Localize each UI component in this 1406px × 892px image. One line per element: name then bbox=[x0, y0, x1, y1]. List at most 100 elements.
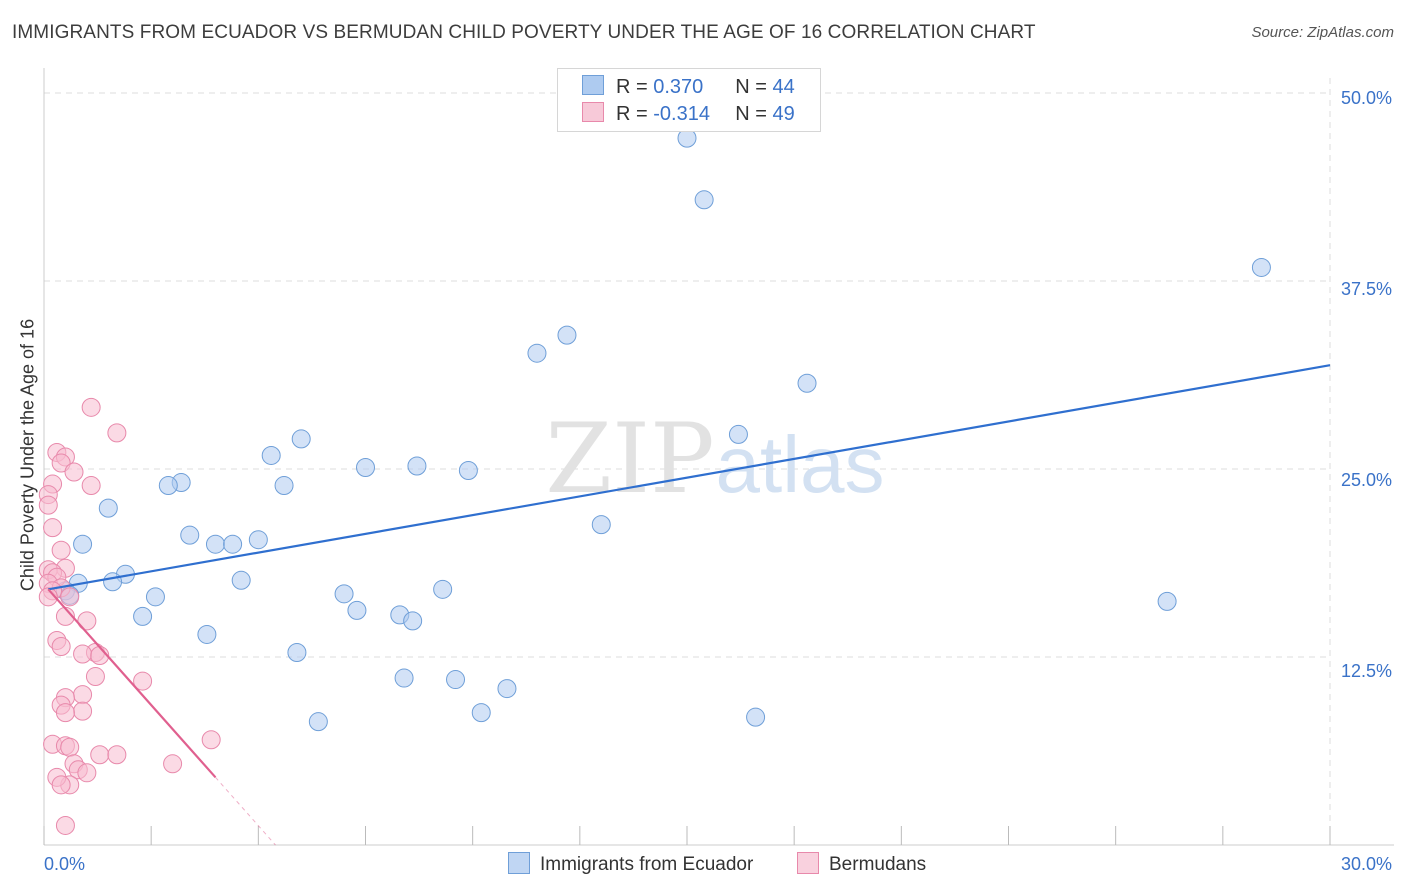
ecuador-point bbox=[133, 606, 153, 626]
y-tick-label-37-5: 37.5% bbox=[1341, 279, 1392, 299]
bermudan-point bbox=[38, 495, 58, 515]
bermudan-point bbox=[64, 462, 84, 482]
bermudan-point bbox=[38, 587, 58, 607]
watermark: ZIP atlas bbox=[545, 403, 884, 515]
bermudan-point bbox=[51, 636, 71, 656]
ecuador-point bbox=[180, 525, 200, 545]
legend-item-bermudans[interactable]: Bermudans bbox=[797, 852, 926, 876]
ecuador-point bbox=[205, 534, 225, 554]
ecuador-point bbox=[197, 624, 217, 644]
correlation-legend: R = 0.370 N = 44 R = -0.314 N = 49 bbox=[557, 68, 821, 132]
ecuador-point bbox=[1157, 591, 1177, 611]
bermudan-point bbox=[51, 775, 71, 795]
legend-row-bermudans: R = -0.314 N = 49 bbox=[582, 102, 795, 126]
bermudan-point bbox=[43, 518, 63, 538]
bermudan-point bbox=[51, 540, 71, 560]
ecuador-trend-line bbox=[48, 364, 1331, 591]
bermudan-point bbox=[163, 754, 183, 774]
bermudan-point bbox=[90, 745, 110, 765]
grid-layer bbox=[44, 78, 1331, 845]
ecuador-point bbox=[403, 611, 423, 631]
ecuador-point bbox=[261, 445, 281, 465]
bermudan-point bbox=[55, 703, 75, 723]
bermudan-point bbox=[133, 671, 153, 691]
n-label: N = bbox=[735, 103, 773, 125]
chart-title: IMMIGRANTS FROM ECUADOR VS BERMUDAN CHIL… bbox=[12, 22, 1036, 43]
legend-label-bermudans: Bermudans bbox=[829, 854, 927, 875]
r-value: -0.314 bbox=[653, 103, 710, 125]
ecuador-point bbox=[223, 534, 243, 554]
x-tick-label-min: 0.0% bbox=[44, 854, 85, 874]
bermudan-trend-extension bbox=[215, 776, 276, 846]
legend-item-ecuador[interactable]: Immigrants from Ecuador bbox=[508, 852, 753, 876]
bermudan-point bbox=[107, 423, 127, 443]
bermudan-point bbox=[73, 701, 93, 721]
trend-layer bbox=[47, 364, 1331, 846]
legend-row-ecuador: R = 0.370 N = 44 bbox=[582, 75, 795, 99]
ecuador-point bbox=[591, 515, 611, 535]
ecuador-point bbox=[103, 572, 123, 592]
y-tick-label-25: 25.0% bbox=[1341, 470, 1392, 490]
ecuador-point bbox=[746, 707, 766, 727]
bermudan-point bbox=[77, 763, 97, 783]
r-label: R = bbox=[616, 76, 654, 98]
points-layer bbox=[38, 128, 1271, 835]
ecuador-point bbox=[158, 476, 178, 496]
legend-label-ecuador: Immigrants from Ecuador bbox=[540, 854, 754, 875]
tick-labels: 0.0% 30.0% 12.5% 25.0% 37.5% 50.0% bbox=[44, 88, 1392, 874]
r-value: 0.370 bbox=[653, 76, 704, 98]
ecuador-point bbox=[73, 534, 93, 554]
ecuador-point bbox=[433, 579, 453, 599]
x-tick-label-max: 30.0% bbox=[1341, 854, 1392, 874]
legend-swatch-pink bbox=[797, 852, 819, 874]
bermudan-point bbox=[81, 476, 101, 496]
bermudan-point bbox=[73, 644, 93, 664]
y-tick-label-12-5: 12.5% bbox=[1341, 661, 1392, 681]
ecuador-point bbox=[394, 668, 414, 688]
ecuador-point bbox=[308, 712, 328, 732]
bermudan-point bbox=[73, 685, 93, 705]
legend-swatch-blue bbox=[508, 852, 530, 874]
ecuador-point bbox=[356, 457, 375, 477]
bermudan-point bbox=[77, 611, 97, 631]
y-tick-label-50: 50.0% bbox=[1341, 88, 1392, 108]
ecuador-point bbox=[728, 424, 748, 444]
ecuador-point bbox=[248, 530, 268, 550]
legend-swatch-pink bbox=[582, 102, 604, 122]
bermudan-point bbox=[60, 587, 80, 607]
bermudan-point bbox=[201, 730, 221, 750]
watermark-zip: ZIP bbox=[545, 403, 714, 515]
ecuador-point bbox=[527, 343, 547, 363]
ecuador-point bbox=[446, 670, 466, 690]
axis-layer bbox=[43, 68, 1394, 846]
ecuador-point bbox=[98, 498, 118, 518]
ecuador-point bbox=[334, 584, 354, 604]
ecuador-point bbox=[1251, 257, 1271, 277]
ecuador-point bbox=[458, 461, 478, 481]
legend-swatch-blue bbox=[582, 75, 604, 95]
source-label: Source: ZipAtlas.com bbox=[1251, 24, 1394, 41]
bermudan-point bbox=[55, 815, 75, 835]
ecuador-point bbox=[497, 679, 517, 699]
n-value: 44 bbox=[772, 76, 795, 98]
bermudan-point bbox=[51, 453, 71, 473]
ecuador-point bbox=[471, 703, 491, 723]
r-label: R = bbox=[616, 103, 654, 125]
ecuador-point bbox=[287, 642, 307, 662]
ecuador-point bbox=[694, 190, 714, 210]
n-label: N = bbox=[735, 76, 773, 98]
bermudan-trend-line bbox=[47, 588, 217, 779]
bermudan-point bbox=[85, 667, 105, 687]
bermudan-point bbox=[60, 737, 80, 757]
bermudan-point bbox=[81, 397, 101, 417]
ecuador-point bbox=[145, 587, 165, 607]
ecuador-point bbox=[347, 600, 367, 620]
n-value: 49 bbox=[772, 103, 795, 125]
ecuador-point bbox=[557, 325, 577, 345]
ecuador-point bbox=[407, 456, 427, 476]
ecuador-point bbox=[231, 570, 251, 590]
bermudan-point bbox=[107, 745, 127, 765]
ecuador-point bbox=[274, 476, 294, 496]
ecuador-point bbox=[291, 429, 311, 449]
